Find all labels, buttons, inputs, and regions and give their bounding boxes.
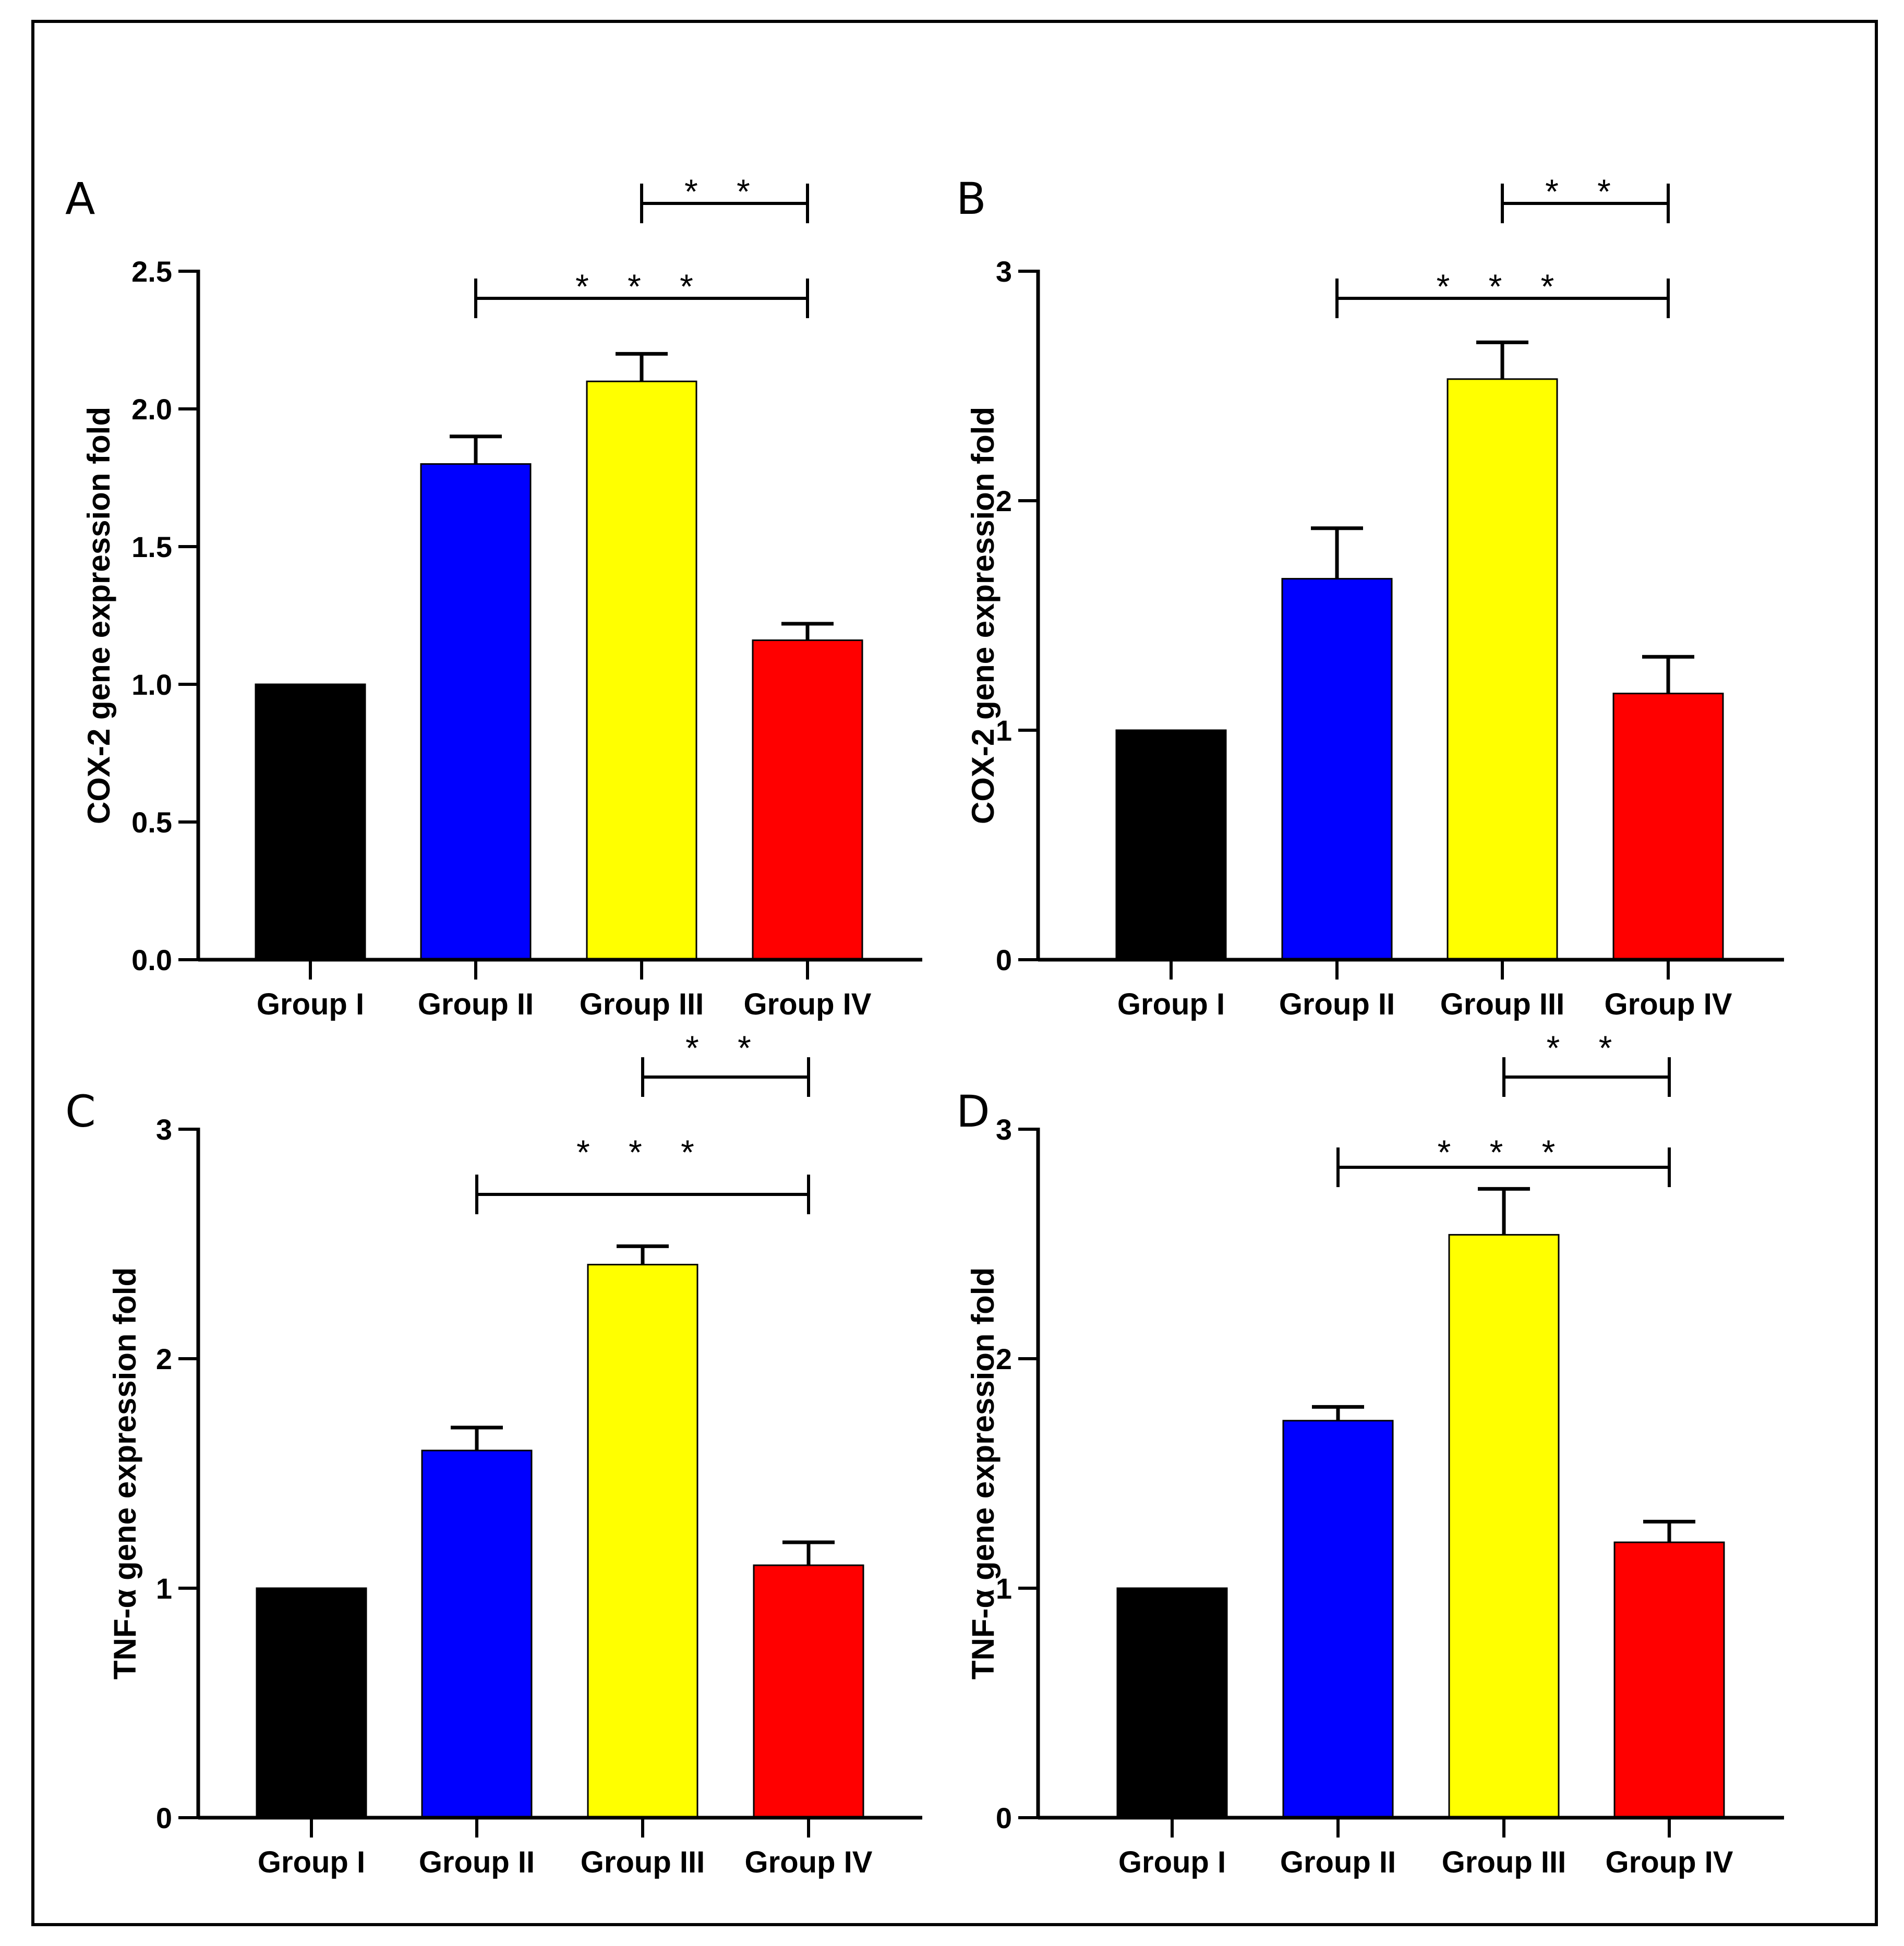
panel-a-y-tick-label: 0.5 bbox=[131, 806, 172, 839]
panel-c-letter: C bbox=[65, 1086, 96, 1137]
panel-a-y-tick-label: 1.0 bbox=[131, 668, 172, 701]
panel-b-x-tick-label: Group II bbox=[1279, 987, 1395, 1021]
panel-d-bar-2 bbox=[1282, 1420, 1394, 1819]
panel-d-x-tick-label: Group III bbox=[1442, 1845, 1566, 1879]
panel-d-x-tick-label: Group II bbox=[1280, 1845, 1396, 1879]
panel-d-bar-3 bbox=[1448, 1234, 1560, 1819]
panel-c-bar-2 bbox=[421, 1449, 533, 1819]
panel-c-x-tick-label: Group I bbox=[258, 1845, 365, 1879]
panel-b-y-tick-label: 2 bbox=[996, 485, 1012, 517]
panel-a-letter: A bbox=[65, 173, 95, 224]
panel-d-sig-label-1: * * bbox=[1547, 1029, 1627, 1067]
panel-c-bar-1 bbox=[256, 1587, 367, 1819]
panel-c-sig-label-1: * * bbox=[685, 1029, 766, 1067]
panel-a-x-tick-label: Group I bbox=[257, 987, 364, 1021]
panel-a-sig-label-1: * * bbox=[684, 172, 765, 211]
panel-d-y-tick-label: 3 bbox=[996, 1113, 1012, 1146]
panel-b-bar-1 bbox=[1115, 729, 1227, 961]
panel-a-sig-label-2: * * * bbox=[575, 267, 708, 306]
panel-d-x-tick-label: Group IV bbox=[1606, 1845, 1733, 1879]
panel-d-letter: D bbox=[956, 1086, 990, 1137]
panel-a-y-tick-label: 2.0 bbox=[131, 393, 172, 426]
panel-b-chart: B 0 1 2 3 Group I Group II Group III Group IV COX… bbox=[956, 172, 1784, 1021]
panel-d-x-tick-label: Group I bbox=[1118, 1845, 1226, 1879]
panel-c-x-tick-label: Group III bbox=[581, 1845, 705, 1879]
panel-b-x-tick-label: Group I bbox=[1117, 987, 1225, 1021]
panel-b-y-tick-label: 3 bbox=[996, 255, 1012, 288]
panel-a-chart: A 0.0 0.5 1.0 1.5 2.0 2.5 Group I Group II Group … bbox=[65, 172, 922, 1021]
panel-d-chart: D 0 1 2 3 Group I Group II Group III Group IV TNF… bbox=[956, 1029, 1784, 1879]
panel-a-x-tick-label: Group II bbox=[418, 987, 534, 1021]
panel-a-y-tick-label: 2.5 bbox=[131, 255, 172, 288]
panel-b-y-tick-label: 0 bbox=[996, 944, 1012, 976]
figure-frame bbox=[31, 20, 1878, 1926]
panel-a-y-tick-label: 1.5 bbox=[131, 530, 172, 563]
panel-a-x-tick-label: Group IV bbox=[744, 987, 872, 1021]
panel-c-y-tick-label: 1 bbox=[156, 1572, 172, 1605]
panel-c-y-tick-label: 2 bbox=[156, 1343, 172, 1375]
panel-b-letter: B bbox=[956, 173, 986, 224]
panel-a-x-tick-label: Group III bbox=[580, 987, 704, 1021]
panel-b-x-tick-label: Group III bbox=[1440, 987, 1564, 1021]
panel-d-y-tick-label: 0 bbox=[996, 1802, 1012, 1834]
panel-c-sig-label-2: * * * bbox=[576, 1133, 709, 1171]
panel-c-bar-4 bbox=[753, 1564, 864, 1819]
panel-b-sig-label-1: * * bbox=[1545, 172, 1625, 211]
panel-d-y-axis-title: TNF-α gene expression fold bbox=[966, 1267, 1001, 1679]
panel-c-y-tick-label: 3 bbox=[156, 1113, 172, 1146]
panel-b-sig-label-2: * * * bbox=[1437, 267, 1569, 306]
panel-a-bar-4 bbox=[752, 639, 863, 961]
panel-d-y-tick-label: 1 bbox=[996, 1572, 1012, 1605]
panel-d-y-tick-label: 2 bbox=[996, 1343, 1012, 1375]
panel-b-y-tick-label: 1 bbox=[996, 714, 1012, 747]
panel-c-x-tick-label: Group II bbox=[419, 1845, 535, 1879]
panel-a-bar-3 bbox=[586, 380, 697, 961]
panel-c-x-tick-label: Group IV bbox=[745, 1845, 873, 1879]
panel-b-y-axis-title: COX-2 gene expression fold bbox=[966, 407, 1001, 824]
panel-c-y-axis-title: TNF-α gene expression fold bbox=[107, 1267, 142, 1679]
panel-b-bar-3 bbox=[1447, 378, 1558, 961]
panel-d-sig-label-2: * * * bbox=[1438, 1133, 1570, 1171]
panel-a-bar-1 bbox=[255, 683, 366, 961]
panel-a-y-axis-title: COX-2 gene expression fold bbox=[81, 407, 116, 824]
panel-d-bar-1 bbox=[1116, 1587, 1228, 1819]
panel-a-y-tick-label: 0.0 bbox=[131, 944, 172, 976]
panel-c-chart: C 0 1 2 3 Group I Group II Group III Group IV TNF… bbox=[65, 1029, 922, 1879]
panel-b-bar-4 bbox=[1612, 693, 1724, 961]
panel-c-y-tick-label: 0 bbox=[156, 1802, 172, 1834]
panel-d-bar-4 bbox=[1613, 1541, 1725, 1819]
panel-a-bar-2 bbox=[420, 463, 532, 961]
panel-c-bar-3 bbox=[587, 1264, 698, 1819]
panel-b-x-tick-label: Group IV bbox=[1605, 987, 1732, 1021]
panel-b-bar-2 bbox=[1281, 578, 1393, 961]
